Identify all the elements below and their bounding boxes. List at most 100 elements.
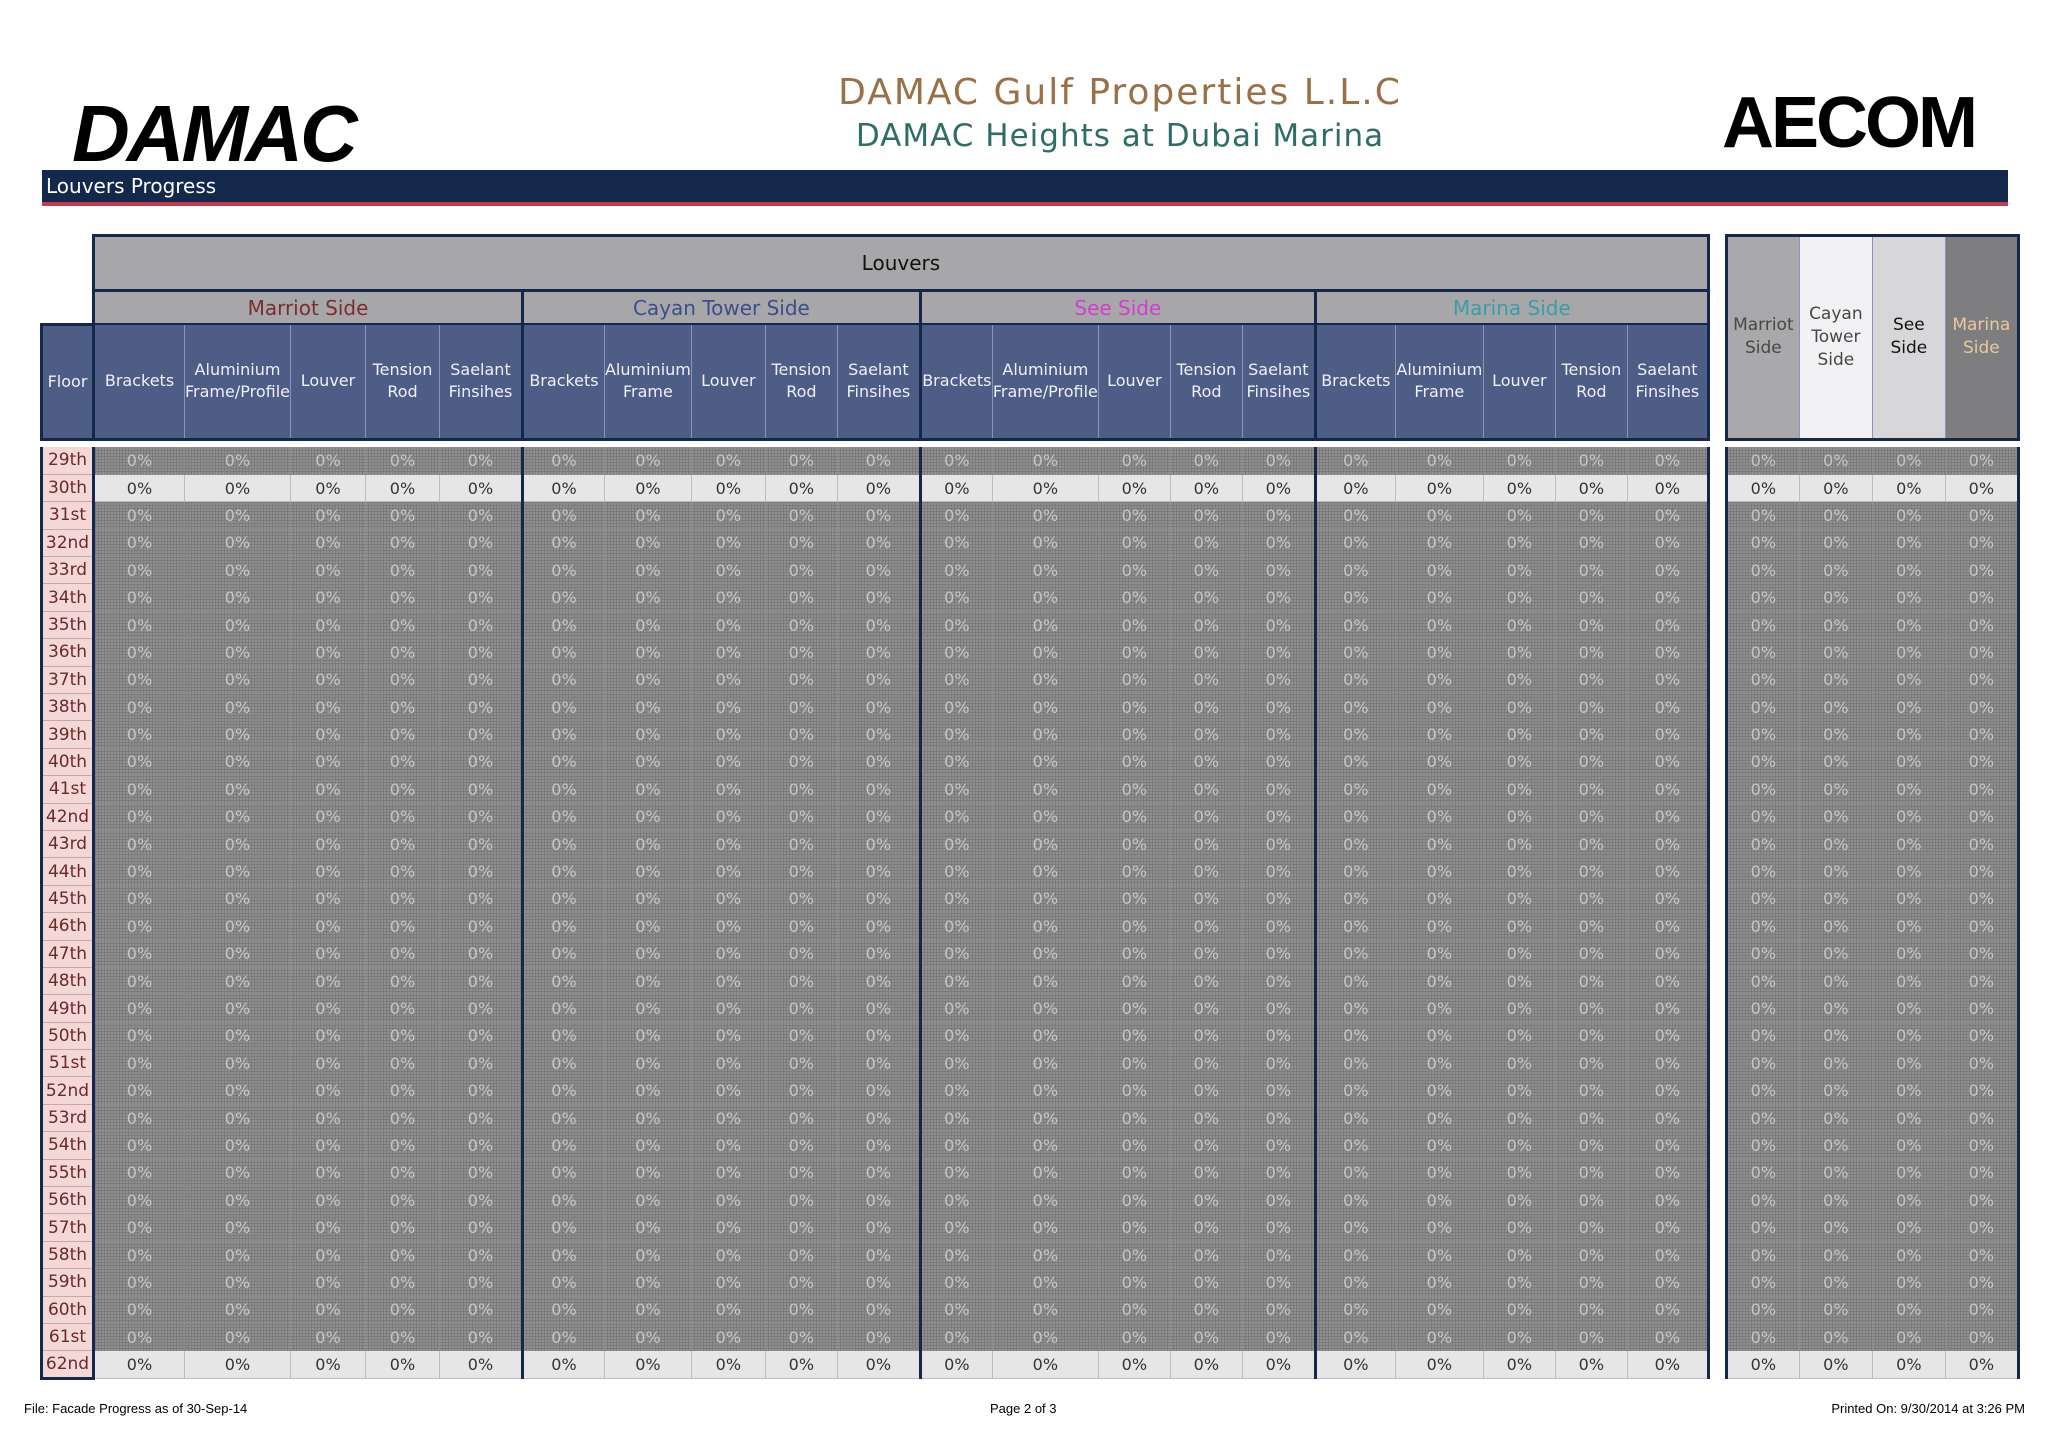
progress-cell: 0% <box>690 638 766 667</box>
floor-label: 58th <box>40 1241 95 1270</box>
progress-cell: 0% <box>1313 610 1396 640</box>
progress-cell: 0% <box>520 966 605 996</box>
progress-cell: 0% <box>1097 1295 1171 1325</box>
progress-cell: 0% <box>438 583 524 612</box>
progress-cell: 0% <box>1394 1021 1484 1051</box>
summary-cell: 0% <box>1871 1186 1946 1215</box>
progress-cell: 0% <box>690 1213 766 1242</box>
progress-cell: 0% <box>438 884 524 914</box>
summary-cell: 0% <box>1944 1268 2020 1297</box>
progress-cell: 0% <box>764 747 838 777</box>
summary-cell: 0% <box>1724 966 1800 996</box>
progress-cell: 0% <box>1554 720 1628 749</box>
progress-cell: 0% <box>1626 1021 1710 1051</box>
progress-cell: 0% <box>289 610 366 640</box>
progress-cell: 0% <box>289 775 366 804</box>
progress-cell: 0% <box>289 473 366 503</box>
summary-cell: 0% <box>1944 1240 2020 1270</box>
progress-cell: 0% <box>1394 994 1484 1023</box>
progress-cell: 0% <box>690 446 766 475</box>
table-row: 50th 0% 0% 0% 0% 0% 0% 0% 0% 0% 0% 0% 0% 0% 0% 0% 0% 0% 0%… <box>40 1021 2020 1051</box>
progress-cell: 0% <box>1626 1213 1710 1242</box>
progress-cell: 0% <box>1394 912 1484 941</box>
progress-cell: 0% <box>1626 1049 1710 1078</box>
progress-cell: 0% <box>1482 1268 1556 1297</box>
column-header: Aluminium Frame <box>1395 324 1484 441</box>
progress-cell: 0% <box>1313 501 1396 530</box>
progress-cell: 0% <box>764 912 838 941</box>
summary-cell: 0% <box>1944 610 2020 640</box>
progress-cell: 0% <box>991 1295 1099 1325</box>
progress-cell: 0% <box>764 829 838 859</box>
progress-cell: 0% <box>1169 1131 1243 1160</box>
progress-cell: 0% <box>918 446 993 475</box>
progress-cell: 0% <box>1241 1268 1317 1297</box>
table-row: 52nd 0% 0% 0% 0% 0% 0% 0% 0% 0% 0% 0% 0% 0% 0% 0% 0% 0% 0%… <box>40 1076 2020 1105</box>
progress-cell: 0% <box>184 446 291 475</box>
progress-cell: 0% <box>289 556 366 585</box>
progress-cell: 0% <box>690 693 766 722</box>
progress-cell: 0% <box>1169 884 1243 914</box>
progress-cell: 0% <box>1394 966 1484 996</box>
progress-cell: 0% <box>520 473 605 503</box>
progress-cell: 0% <box>438 1158 524 1188</box>
progress-cell: 0% <box>690 912 766 941</box>
table-row: 57th 0% 0% 0% 0% 0% 0% 0% 0% 0% 0% 0% 0% 0% 0% 0% 0% 0% 0%… <box>40 1213 2020 1242</box>
progress-cell: 0% <box>520 1186 605 1215</box>
progress-cell: 0% <box>184 610 291 640</box>
progress-cell: 0% <box>1554 994 1628 1023</box>
progress-cell: 0% <box>1313 747 1396 777</box>
progress-cell: 0% <box>1241 1049 1317 1078</box>
progress-cell: 0% <box>289 1322 366 1352</box>
progress-cell: 0% <box>1554 665 1628 695</box>
gap-cell <box>1708 1049 1727 1077</box>
summary-cell: 0% <box>1944 912 2020 941</box>
progress-cell: 0% <box>836 1103 922 1133</box>
gap-cell <box>1708 940 1727 968</box>
summary-cell: 0% <box>1944 1295 2020 1325</box>
progress-cell: 0% <box>1241 1350 1317 1379</box>
summary-cell: 0% <box>1871 693 1946 722</box>
progress-cell: 0% <box>764 720 838 749</box>
progress-cell: 0% <box>438 446 524 475</box>
progress-cell: 0% <box>836 1268 922 1297</box>
progress-cell: 0% <box>289 1268 366 1297</box>
progress-cell: 0% <box>918 1158 993 1188</box>
progress-cell: 0% <box>1554 1076 1628 1105</box>
progress-cell: 0% <box>1626 1186 1710 1215</box>
progress-cell: 0% <box>184 1131 291 1160</box>
summary-cell: 0% <box>1798 528 1873 558</box>
progress-cell: 0% <box>991 884 1099 914</box>
progress-cell: 0% <box>92 473 185 503</box>
gap-cell <box>1708 748 1727 776</box>
progress-cell: 0% <box>1169 1295 1243 1325</box>
progress-cell: 0% <box>1241 1158 1317 1188</box>
gap-cell <box>1708 912 1727 941</box>
table-row: 36th 0% 0% 0% 0% 0% 0% 0% 0% 0% 0% 0% 0% 0% 0% 0% 0% 0% 0%… <box>40 638 2020 667</box>
progress-cell: 0% <box>520 1213 605 1242</box>
table-row: 60th 0% 0% 0% 0% 0% 0% 0% 0% 0% 0% 0% 0% 0% 0% 0% 0% 0% 0%… <box>40 1295 2020 1325</box>
progress-cell: 0% <box>1626 966 1710 996</box>
progress-cell: 0% <box>1626 1103 1710 1133</box>
progress-cell: 0% <box>289 966 366 996</box>
progress-cell: 0% <box>92 939 185 968</box>
gap-cell <box>1708 994 1727 1023</box>
progress-cell: 0% <box>92 1049 185 1078</box>
summary-cell: 0% <box>1724 912 1800 941</box>
progress-cell: 0% <box>603 1158 692 1188</box>
progress-cell: 0% <box>1626 747 1710 777</box>
summary-cell: 0% <box>1724 857 1800 886</box>
progress-cell: 0% <box>1097 1158 1171 1188</box>
spacer <box>41 439 2019 447</box>
progress-cell: 0% <box>364 1240 440 1270</box>
progress-cell: 0% <box>92 747 185 777</box>
summary-cell: 0% <box>1944 1103 2020 1133</box>
progress-cell: 0% <box>836 446 922 475</box>
summary-cell: 0% <box>1724 829 1800 859</box>
progress-cell: 0% <box>1097 1186 1171 1215</box>
progress-cell: 0% <box>92 720 185 749</box>
summary-cell: 0% <box>1944 884 2020 914</box>
summary-header: Cayan Tower Side <box>1799 234 1873 441</box>
progress-cell: 0% <box>1482 747 1556 777</box>
progress-cell: 0% <box>918 939 993 968</box>
